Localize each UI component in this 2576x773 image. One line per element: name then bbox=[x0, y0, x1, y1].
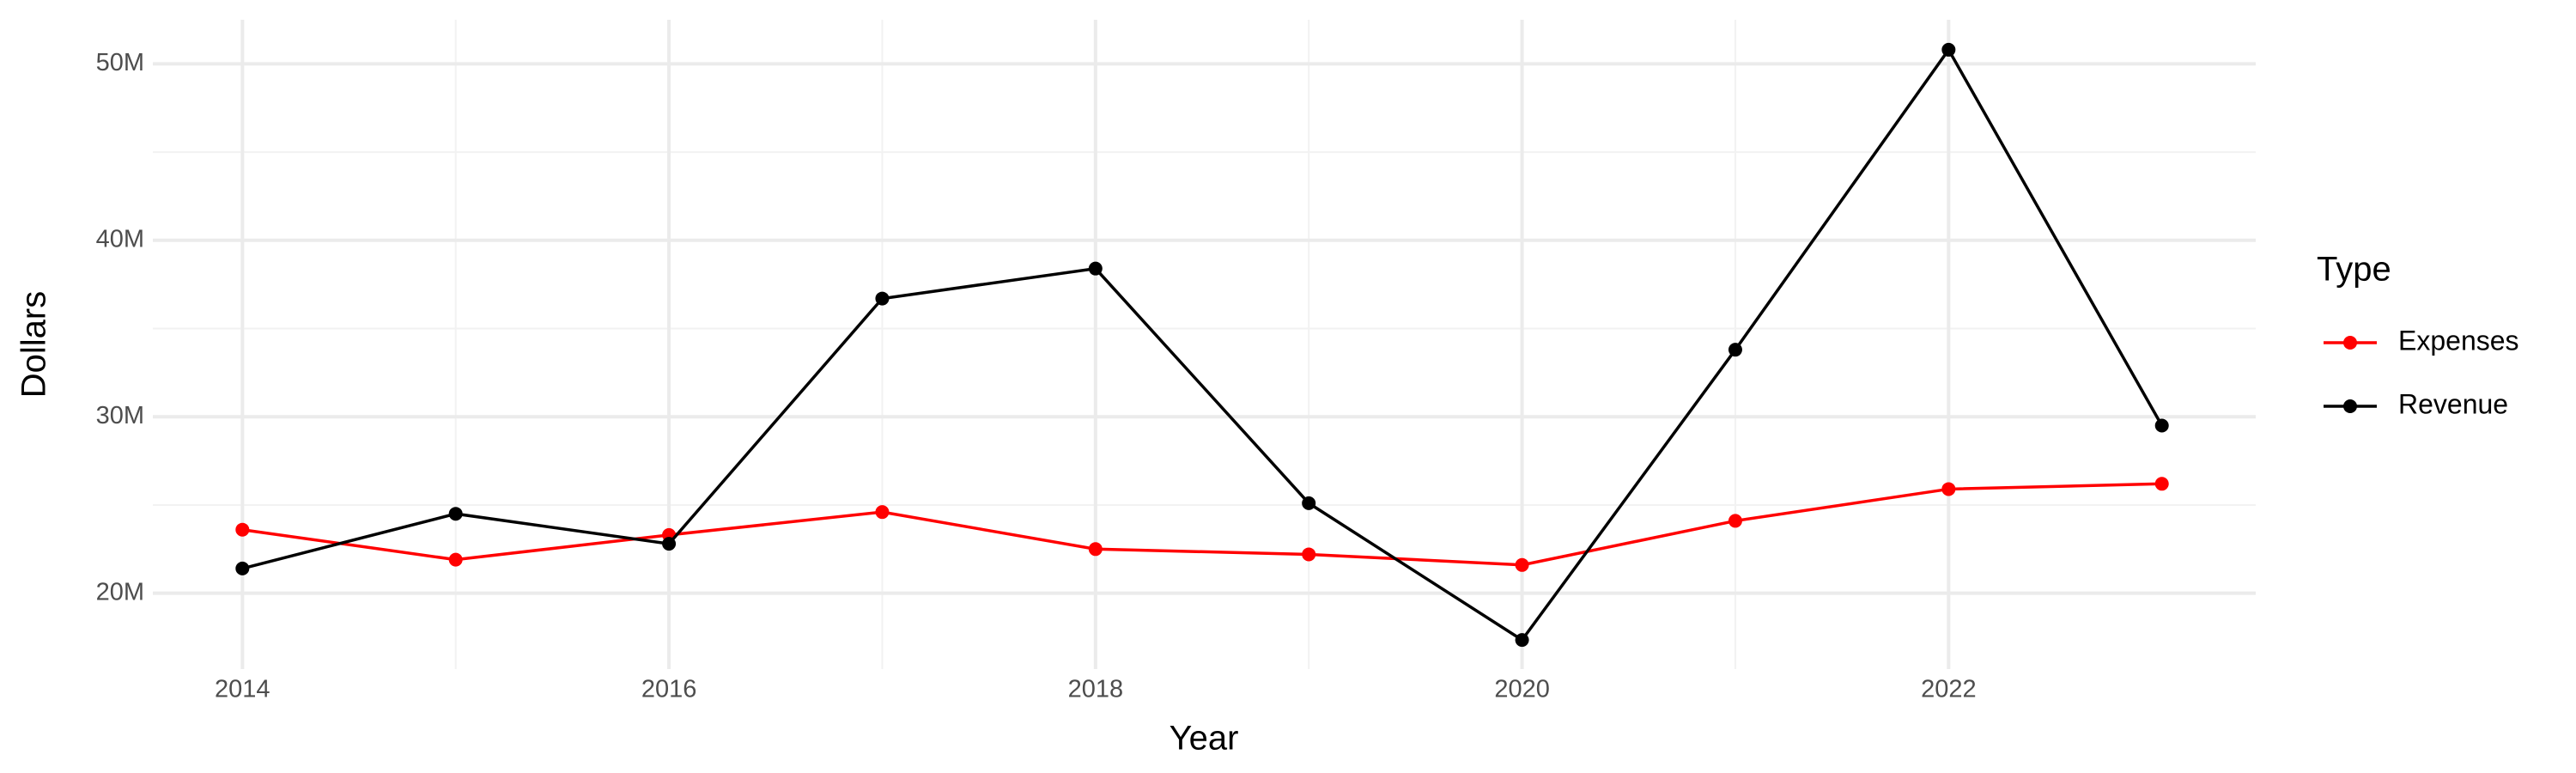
data-point bbox=[875, 291, 890, 306]
x-tick-label: 2016 bbox=[641, 676, 697, 703]
x-tick-label: 2022 bbox=[1921, 676, 1977, 703]
x-tick-label: 2020 bbox=[1494, 676, 1550, 703]
x-axis-title: Year bbox=[1170, 720, 1239, 758]
x-tick-label: 2018 bbox=[1068, 676, 1124, 703]
data-point bbox=[1728, 514, 1742, 528]
y-tick-label: 20M bbox=[96, 578, 144, 606]
y-axis-title: Dollars bbox=[15, 291, 53, 398]
data-point bbox=[1728, 343, 1742, 357]
data-point bbox=[1941, 482, 1956, 496]
data-point bbox=[875, 505, 890, 520]
y-tick-label: 30M bbox=[96, 402, 144, 429]
legend-marker bbox=[2343, 399, 2357, 413]
data-point bbox=[1515, 557, 1529, 572]
data-point bbox=[2154, 477, 2169, 491]
series-line bbox=[241, 46, 2164, 642]
data-point bbox=[662, 537, 677, 551]
data-point bbox=[1088, 261, 1103, 276]
data-point bbox=[448, 552, 463, 567]
y-tick-label: 50M bbox=[96, 49, 144, 76]
data-point bbox=[1302, 547, 1316, 562]
data-point bbox=[1515, 633, 1529, 648]
data-point bbox=[1302, 496, 1316, 510]
data-point bbox=[235, 522, 250, 537]
series-line bbox=[242, 482, 2162, 567]
data-point bbox=[1088, 542, 1103, 557]
legend-title: Type bbox=[2317, 251, 2391, 289]
legend-label: Expenses bbox=[2398, 325, 2519, 356]
data-point bbox=[2154, 418, 2169, 433]
legend-marker bbox=[2343, 336, 2357, 350]
x-tick-label: 2014 bbox=[215, 676, 270, 703]
legend-label: Revenue bbox=[2398, 388, 2508, 419]
y-tick-label: 40M bbox=[96, 225, 144, 253]
data-point bbox=[1941, 42, 1956, 57]
data-point bbox=[235, 561, 250, 575]
data-point bbox=[448, 507, 463, 521]
